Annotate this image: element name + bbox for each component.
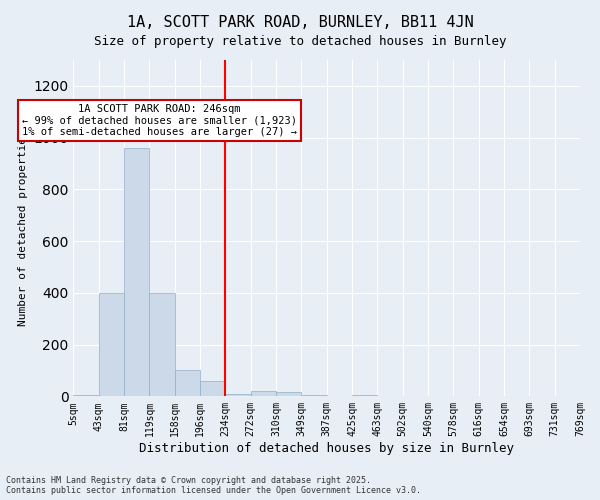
Bar	[226, 394, 251, 396]
Bar	[200, 381, 226, 396]
Bar	[175, 370, 200, 396]
Bar	[99, 293, 124, 397]
Bar	[276, 392, 301, 396]
Bar	[301, 395, 327, 396]
X-axis label: Distribution of detached houses by size in Burnley: Distribution of detached houses by size …	[139, 442, 514, 455]
Text: Size of property relative to detached houses in Burnley: Size of property relative to detached ho…	[94, 35, 506, 48]
Bar	[251, 391, 276, 396]
Y-axis label: Number of detached properties: Number of detached properties	[18, 130, 28, 326]
Bar	[352, 395, 377, 396]
Text: 1A SCOTT PARK ROAD: 246sqm
← 99% of detached houses are smaller (1,923)
1% of se: 1A SCOTT PARK ROAD: 246sqm ← 99% of deta…	[22, 104, 297, 137]
Bar	[124, 148, 149, 396]
Text: Contains HM Land Registry data © Crown copyright and database right 2025.
Contai: Contains HM Land Registry data © Crown c…	[6, 476, 421, 495]
Bar	[73, 395, 99, 396]
Text: 1A, SCOTT PARK ROAD, BURNLEY, BB11 4JN: 1A, SCOTT PARK ROAD, BURNLEY, BB11 4JN	[127, 15, 473, 30]
Bar	[149, 293, 175, 397]
